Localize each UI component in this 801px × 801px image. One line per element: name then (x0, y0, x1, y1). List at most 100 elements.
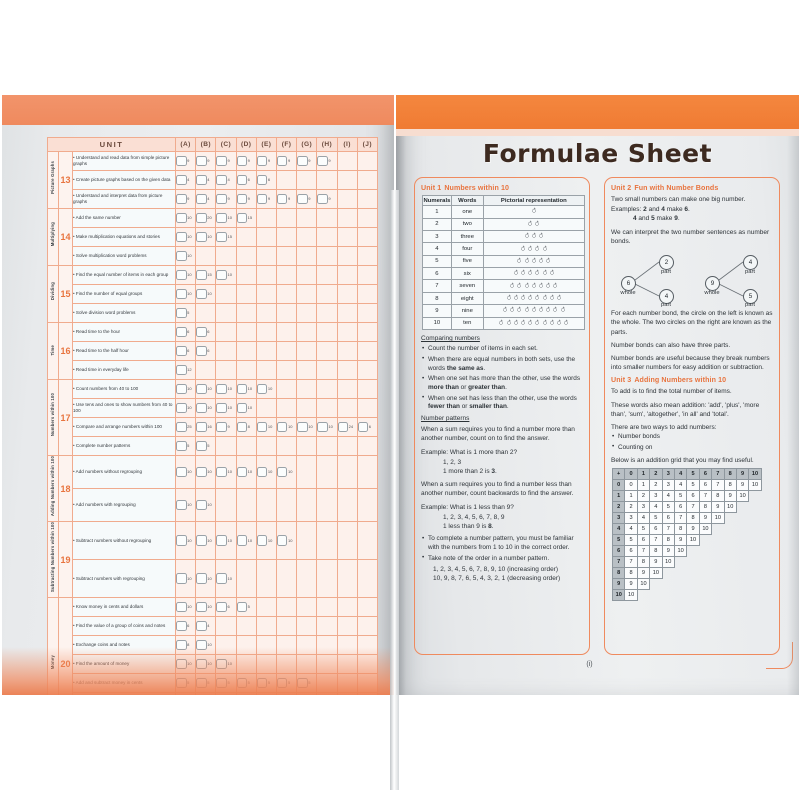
score-cell-empty[interactable] (275, 616, 298, 637)
score-cell-empty[interactable] (296, 265, 318, 285)
score-cell-empty[interactable] (235, 284, 257, 304)
score-cell-empty[interactable] (255, 398, 277, 418)
score-cell[interactable]: 10 (255, 379, 277, 399)
score-cell[interactable]: 8 (235, 417, 257, 437)
score-cell[interactable]: 16 (195, 417, 217, 437)
score-cell[interactable]: 10 (175, 521, 197, 561)
score-cell-empty[interactable] (356, 227, 378, 247)
score-cell-empty[interactable] (336, 692, 358, 695)
score-cell[interactable]: 4 (195, 616, 217, 637)
score-cell[interactable]: 5 (175, 436, 197, 456)
score-cell-empty[interactable] (235, 436, 257, 456)
score-cell-empty[interactable] (296, 227, 318, 247)
score-cell-empty[interactable] (316, 559, 338, 599)
score-cell-empty[interactable] (275, 436, 298, 456)
score-cell-empty[interactable] (336, 322, 358, 342)
score-cell[interactable]: 15 (215, 227, 237, 247)
score-cell-empty[interactable] (215, 635, 237, 656)
score-cell-empty[interactable] (255, 265, 277, 285)
score-cell[interactable]: 5 (255, 673, 277, 694)
score-cell-empty[interactable] (215, 616, 237, 637)
score-cell[interactable]: 10 (316, 417, 338, 437)
score-cell[interactable]: 10 (275, 417, 298, 437)
score-cell-empty[interactable] (275, 341, 298, 361)
score-cell[interactable]: 10 (215, 559, 237, 599)
score-cell[interactable]: 4 (215, 170, 237, 190)
score-cell-empty[interactable] (356, 559, 378, 599)
score-cell[interactable]: 10 (255, 521, 277, 561)
score-cell-empty[interactable] (255, 246, 277, 266)
score-cell-empty[interactable] (336, 227, 358, 247)
score-cell[interactable]: 8 (175, 635, 197, 656)
score-cell-empty[interactable] (356, 654, 378, 675)
score-cell-empty[interactable] (296, 303, 318, 323)
score-cell-empty[interactable] (235, 559, 257, 599)
score-cell[interactable]: 5 (195, 692, 217, 695)
score-cell-empty[interactable] (296, 170, 318, 190)
score-cell-empty[interactable] (296, 436, 318, 456)
score-cell-empty[interactable] (336, 635, 358, 656)
score-cell[interactable]: 10 (175, 559, 197, 599)
score-cell-empty[interactable] (215, 284, 237, 304)
score-cell-empty[interactable] (316, 265, 338, 285)
score-cell[interactable]: 10 (175, 227, 197, 247)
score-cell-empty[interactable] (356, 488, 378, 523)
score-cell-empty[interactable] (255, 597, 277, 618)
score-cell-empty[interactable] (356, 189, 378, 209)
score-cell-empty[interactable] (296, 379, 318, 399)
score-cell-empty[interactable] (195, 246, 217, 266)
score-cell-empty[interactable] (255, 284, 277, 304)
score-cell-empty[interactable] (296, 398, 318, 418)
score-cell[interactable]: 10 (195, 521, 217, 561)
score-cell[interactable]: 9 (195, 151, 217, 171)
score-cell[interactable]: 10 (195, 559, 217, 599)
score-cell[interactable]: 9 (255, 189, 277, 209)
score-cell-empty[interactable] (275, 654, 298, 675)
score-cell-empty[interactable] (235, 265, 257, 285)
score-cell-empty[interactable] (296, 246, 318, 266)
score-cell[interactable]: 5 (175, 303, 197, 323)
score-cell[interactable]: 10 (195, 488, 217, 523)
score-cell[interactable]: 5 (215, 673, 237, 694)
score-cell-empty[interactable] (275, 284, 298, 304)
score-cell-empty[interactable] (235, 227, 257, 247)
score-cell[interactable]: 15 (235, 208, 257, 228)
score-cell-empty[interactable] (255, 360, 277, 380)
score-cell[interactable]: 9 (235, 189, 257, 209)
score-cell[interactable]: 10 (215, 265, 237, 285)
score-cell[interactable]: 10 (195, 284, 217, 304)
score-cell-empty[interactable] (296, 341, 318, 361)
score-cell[interactable]: 10 (215, 208, 237, 228)
score-cell-empty[interactable] (275, 398, 298, 418)
score-cell[interactable]: 5 (275, 692, 298, 695)
score-cell-empty[interactable] (255, 227, 277, 247)
score-cell-empty[interactable] (356, 303, 378, 323)
score-cell-empty[interactable] (215, 360, 237, 380)
score-cell-empty[interactable] (316, 616, 338, 637)
score-cell-empty[interactable] (356, 151, 378, 171)
score-cell-empty[interactable] (215, 322, 237, 342)
score-cell-empty[interactable] (356, 454, 378, 490)
score-cell-empty[interactable] (336, 521, 358, 561)
score-cell-empty[interactable] (296, 454, 318, 490)
score-cell[interactable]: 9 (175, 151, 197, 171)
score-cell[interactable]: 10 (195, 227, 217, 247)
score-cell[interactable]: 10 (255, 454, 277, 490)
score-cell-empty[interactable] (356, 436, 378, 456)
score-cell-empty[interactable] (316, 360, 338, 380)
score-cell-empty[interactable] (255, 488, 277, 523)
score-cell-empty[interactable] (336, 341, 358, 361)
score-cell-empty[interactable] (296, 521, 318, 561)
score-cell-empty[interactable] (275, 597, 298, 618)
score-cell-empty[interactable] (356, 341, 378, 361)
score-cell[interactable]: 5 (296, 692, 318, 695)
score-cell[interactable]: 10 (235, 521, 257, 561)
score-cell-empty[interactable] (356, 616, 378, 637)
score-cell[interactable]: 10 (235, 398, 257, 418)
score-cell-empty[interactable] (356, 208, 378, 228)
score-cell-empty[interactable] (296, 284, 318, 304)
score-cell-empty[interactable] (356, 379, 378, 399)
score-cell[interactable]: 12 (175, 360, 197, 380)
score-cell[interactable]: 5 (255, 692, 277, 695)
score-cell-empty[interactable] (255, 616, 277, 637)
